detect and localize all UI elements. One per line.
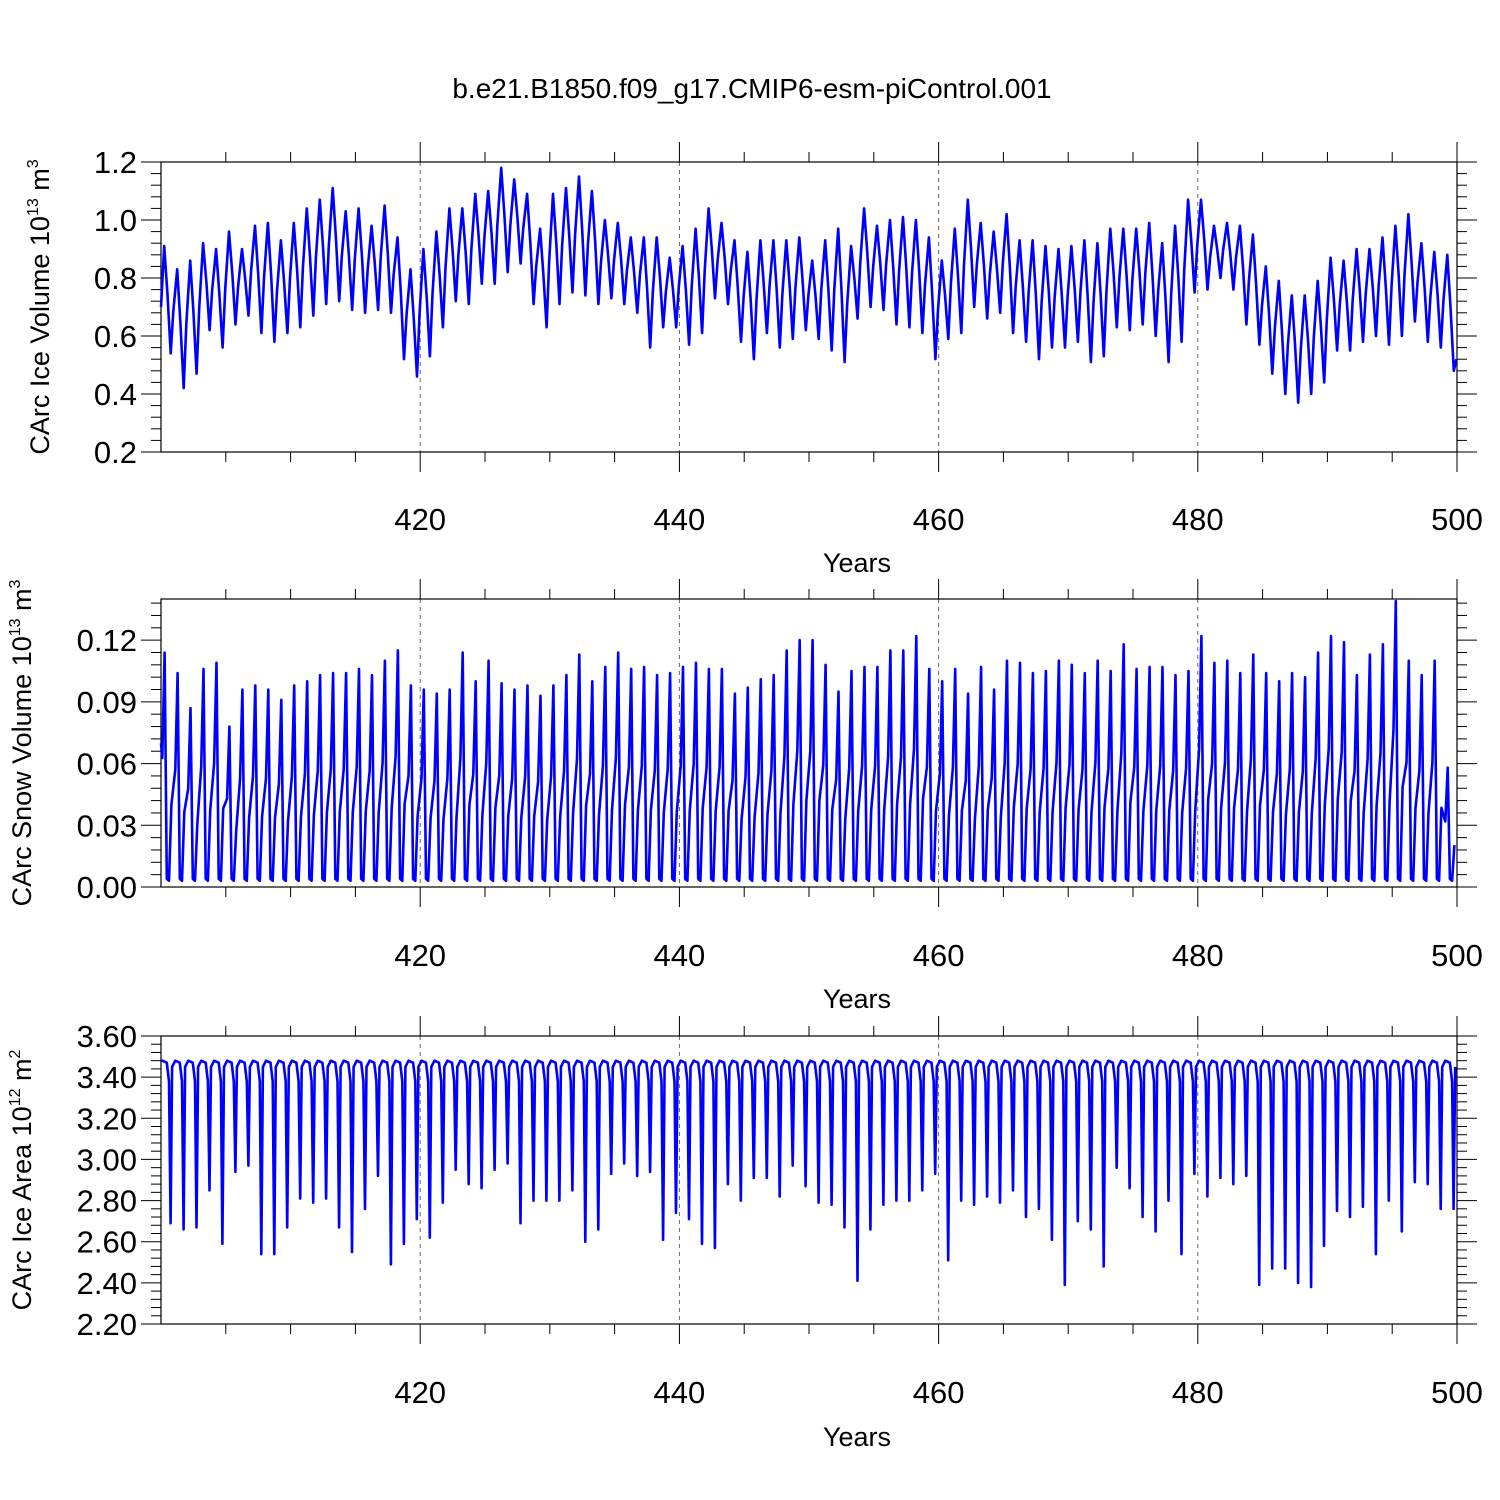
plot-frame: [160, 598, 1458, 888]
panel-ice-volume: 0.2 0.4 0.6 0.8 1.0 1.2 420 440 460 480 500 Years CA…: [25, 142, 1483, 578]
y-tick-label: 0.09: [77, 685, 137, 720]
y-tick-label: 3.00: [77, 1142, 137, 1177]
y-tick-label: 2.60: [77, 1225, 137, 1260]
y-tick-label: 0.2: [94, 435, 137, 470]
chart-title: b.e21.B1850.f09_g17.CMIP6-esm-piControl.…: [452, 73, 1051, 104]
y-tick-label: 2.80: [77, 1184, 137, 1219]
y-axis-title: CArc Ice Volume 1013 m3: [25, 159, 55, 454]
y-tick-label: 0.06: [77, 747, 137, 782]
x-tick-label: 500: [1431, 502, 1483, 537]
x-tick-label: 420: [394, 1375, 446, 1410]
x-tick-label: 420: [394, 502, 446, 537]
plot-frame: [160, 1035, 1458, 1325]
x-axis-title: Years: [823, 1422, 891, 1452]
y-tick-label: 1.0: [94, 203, 137, 238]
y-tick-label: 0.12: [77, 623, 137, 658]
y-tick-label: 0.8: [94, 261, 137, 296]
y-tick-label: 0.03: [77, 808, 137, 843]
x-tick-label: 420: [394, 938, 446, 973]
x-tick-label: 480: [1172, 502, 1224, 537]
x-tick-label: 500: [1431, 1375, 1483, 1410]
y-tick-label: 0.00: [77, 870, 137, 905]
y-tick-label: 2.20: [77, 1307, 137, 1342]
panel-ice-area: 2.20 2.40 2.60 2.80 3.00 3.20 3.40 3.60 420 440 46…: [7, 1016, 1483, 1452]
x-axis-title: Years: [823, 548, 891, 578]
x-tick-label: 440: [654, 1375, 706, 1410]
y-axis-title: CArc Snow Volume 1013 m3: [7, 579, 37, 906]
x-tick-label: 460: [913, 1375, 965, 1410]
x-axis-title: Years: [823, 984, 891, 1014]
x-tick-label: 500: [1431, 938, 1483, 973]
x-tick-label: 480: [1172, 938, 1224, 973]
series-line-ice-volume: [159, 166, 1458, 404]
x-tick-label: 440: [654, 938, 706, 973]
y-tick-label: 0.4: [94, 377, 137, 412]
y-axis-title: CArc Ice Area 1012 m2: [7, 1050, 37, 1311]
x-tick-label: 440: [654, 502, 706, 537]
panel-snow-volume: 0.00 0.03 0.06 0.09 0.12 420 440 460 480 500 Years…: [7, 579, 1483, 1014]
x-tick-label: 480: [1172, 1375, 1224, 1410]
y-tick-label: 1.2: [94, 145, 137, 180]
series-line-ice-area: [161, 1059, 1457, 1289]
y-tick-label: 3.60: [77, 1019, 137, 1054]
x-tick-label: 460: [913, 938, 965, 973]
y-tick-label: 3.20: [77, 1101, 137, 1136]
y-tick-label: 3.40: [77, 1060, 137, 1095]
x-tick-label: 460: [913, 502, 965, 537]
y-tick-label: 2.40: [77, 1266, 137, 1301]
series-line-snow-volume: [159, 599, 1456, 883]
y-tick-label: 0.6: [94, 319, 137, 354]
